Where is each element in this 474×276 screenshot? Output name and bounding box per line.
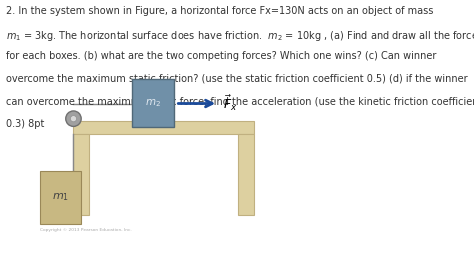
Text: $m_2$: $m_2$ [145,97,161,109]
Bar [73,121,254,134]
Text: overcome the maximum static friction? (use the static friction coefficient 0.5) : overcome the maximum static friction? (u… [6,74,467,84]
Bar [73,134,89,215]
Text: 0.3) 8pt: 0.3) 8pt [6,119,44,129]
Text: $m_1$: $m_1$ [52,192,69,203]
Bar [132,79,174,127]
Text: $m_1$ = 3kg. The horizontal surface does have friction.  $m_2$ = 10kg , (a) Find: $m_1$ = 3kg. The horizontal surface does… [6,29,474,43]
Text: Copyright © 2013 Pearson Education, Inc.: Copyright © 2013 Pearson Education, Inc. [40,228,132,232]
Text: $\vec{F}_x$: $\vec{F}_x$ [223,94,237,113]
Ellipse shape [66,111,81,126]
Bar [238,134,254,215]
Bar [40,171,81,224]
Text: 2. In the system shown in Figure, a horizontal force Fx=130N acts on an object o: 2. In the system shown in Figure, a hori… [6,6,433,16]
Ellipse shape [70,116,77,122]
Text: for each boxes. (b) what are the two competing forces? Which one wins? (c) Can w: for each boxes. (b) what are the two com… [6,51,436,61]
Text: can overcome the maximum static force, find the acceleration (use the kinetic fr: can overcome the maximum static force, f… [6,97,474,107]
